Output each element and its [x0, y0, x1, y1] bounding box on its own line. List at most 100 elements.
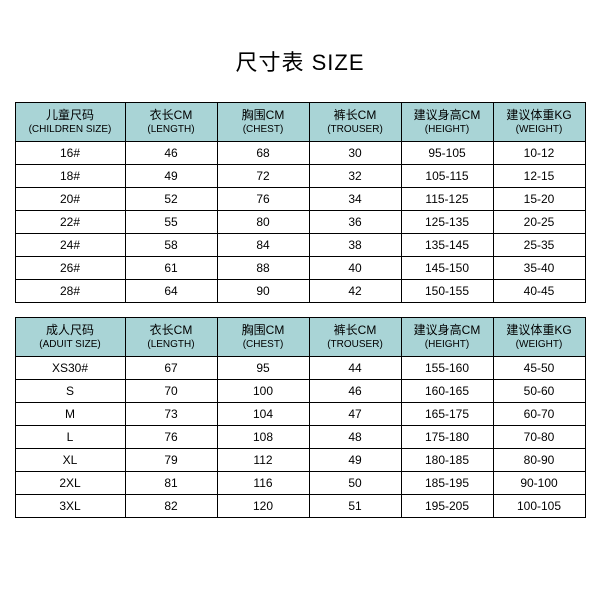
table-cell: 20-25 [493, 211, 585, 234]
table-cell: 108 [217, 426, 309, 449]
table-cell: 40-45 [493, 280, 585, 303]
table-cell: 50-60 [493, 380, 585, 403]
table-row: 16#46683095-10510-12 [15, 142, 585, 165]
table-cell: XS30# [15, 357, 125, 380]
table-cell: M [15, 403, 125, 426]
table-row: S7010046160-16550-60 [15, 380, 585, 403]
table-cell: 34 [309, 188, 401, 211]
header-cn: 裤长CM [310, 108, 401, 124]
column-header: 建议体重KG(WEIGHT) [493, 318, 585, 357]
table-row: 24#588438135-14525-35 [15, 234, 585, 257]
table-cell: 12-15 [493, 165, 585, 188]
header-en: (HEIGHT) [402, 123, 493, 136]
header-cn: 建议身高CM [402, 323, 493, 339]
page-title: 尺寸表 SIZE [235, 45, 364, 77]
table-cell: 81 [125, 472, 217, 495]
table-cell: 49 [125, 165, 217, 188]
header-en: (LENGTH) [126, 338, 217, 351]
table-cell: 28# [15, 280, 125, 303]
table-cell: 145-150 [401, 257, 493, 280]
header-cn: 衣长CM [126, 108, 217, 124]
header-en: (TROUSER) [310, 123, 401, 136]
table-cell: 125-135 [401, 211, 493, 234]
section-gap [15, 303, 585, 318]
column-header: 衣长CM(LENGTH) [125, 103, 217, 142]
table-cell: 51 [309, 495, 401, 518]
table-cell: 72 [217, 165, 309, 188]
table-cell: 185-195 [401, 472, 493, 495]
table-cell: 155-160 [401, 357, 493, 380]
table-cell: 68 [217, 142, 309, 165]
column-header: 建议体重KG(WEIGHT) [493, 103, 585, 142]
gap-cell [15, 303, 585, 318]
table-cell: 120 [217, 495, 309, 518]
table-row: 28#649042150-15540-45 [15, 280, 585, 303]
table-cell: 95-105 [401, 142, 493, 165]
header-cn: 胸围CM [218, 323, 309, 339]
table-cell: 160-165 [401, 380, 493, 403]
table-cell: 150-155 [401, 280, 493, 303]
table-cell: 64 [125, 280, 217, 303]
table-cell: 48 [309, 426, 401, 449]
table-cell: 100 [217, 380, 309, 403]
table-row: 3XL8212051195-205100-105 [15, 495, 585, 518]
table-cell: 58 [125, 234, 217, 257]
table-cell: 20# [15, 188, 125, 211]
header-cn: 建议身高CM [402, 108, 493, 124]
table-cell: 80-90 [493, 449, 585, 472]
table-cell: 24# [15, 234, 125, 257]
table-cell: 38 [309, 234, 401, 257]
table-cell: 70-80 [493, 426, 585, 449]
header-cn: 裤长CM [310, 323, 401, 339]
table-cell: 46 [309, 380, 401, 403]
table-cell: 50 [309, 472, 401, 495]
table-cell: 80 [217, 211, 309, 234]
column-header: 建议身高CM(HEIGHT) [401, 103, 493, 142]
table-cell: 76 [217, 188, 309, 211]
table-cell: 195-205 [401, 495, 493, 518]
header-en: (ADUIT SIZE) [16, 338, 125, 351]
table-cell: 79 [125, 449, 217, 472]
table-row: M7310447165-17560-70 [15, 403, 585, 426]
column-header: 成人尺码(ADUIT SIZE) [15, 318, 125, 357]
column-header: 胸围CM(CHEST) [217, 318, 309, 357]
table-cell: 70 [125, 380, 217, 403]
table-cell: 15-20 [493, 188, 585, 211]
table-cell: L [15, 426, 125, 449]
table-cell: 90 [217, 280, 309, 303]
column-header: 建议身高CM(HEIGHT) [401, 318, 493, 357]
header-cn: 胸围CM [218, 108, 309, 124]
table-cell: 95 [217, 357, 309, 380]
table-cell: 47 [309, 403, 401, 426]
table-cell: S [15, 380, 125, 403]
header-en: (CHILDREN SIZE) [16, 123, 125, 136]
header-en: (LENGTH) [126, 123, 217, 136]
table-cell: 165-175 [401, 403, 493, 426]
table-row: 18#497232105-11512-15 [15, 165, 585, 188]
table-cell: 35-40 [493, 257, 585, 280]
table-cell: 180-185 [401, 449, 493, 472]
header-cn: 成人尺码 [16, 323, 125, 339]
header-cn: 建议体重KG [494, 323, 585, 339]
table-cell: 67 [125, 357, 217, 380]
header-cn: 建议体重KG [494, 108, 585, 124]
table-row: XS30#679544155-16045-50 [15, 357, 585, 380]
table-cell: 49 [309, 449, 401, 472]
table-cell: 46 [125, 142, 217, 165]
header-cn: 儿童尺码 [16, 108, 125, 124]
table-cell: 42 [309, 280, 401, 303]
table-cell: 52 [125, 188, 217, 211]
table-cell: 84 [217, 234, 309, 257]
header-en: (WEIGHT) [494, 338, 585, 351]
header-en: (HEIGHT) [402, 338, 493, 351]
column-header: 儿童尺码(CHILDREN SIZE) [15, 103, 125, 142]
table-cell: 116 [217, 472, 309, 495]
children-header-row: 儿童尺码(CHILDREN SIZE)衣长CM(LENGTH)胸围CM(CHES… [15, 103, 585, 142]
table-row: 2XL8111650185-19590-100 [15, 472, 585, 495]
table-cell: 36 [309, 211, 401, 234]
table-cell: 10-12 [493, 142, 585, 165]
header-en: (WEIGHT) [494, 123, 585, 136]
table-cell: 16# [15, 142, 125, 165]
table-row: 22#558036125-13520-25 [15, 211, 585, 234]
table-cell: 45-50 [493, 357, 585, 380]
